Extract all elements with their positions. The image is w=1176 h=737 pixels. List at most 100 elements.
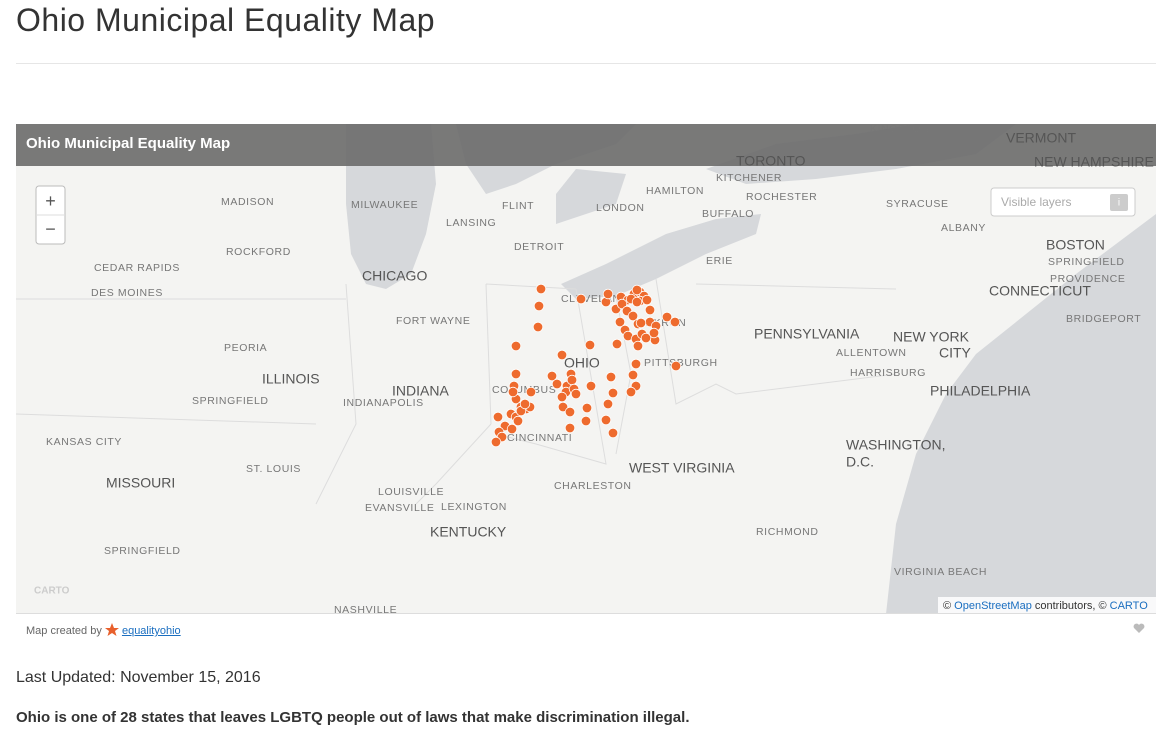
- map-footer-line: [16, 613, 1156, 614]
- place-label: ERIE: [706, 255, 733, 267]
- marker[interactable]: [631, 284, 643, 296]
- place-label: FLINT: [502, 200, 534, 212]
- place-label: RICHMOND: [756, 526, 819, 538]
- place-label: ALBANY: [941, 222, 986, 234]
- marker[interactable]: [627, 369, 639, 381]
- marker[interactable]: [533, 300, 545, 312]
- marker[interactable]: [602, 398, 614, 410]
- place-label: KANSAS CITY: [46, 436, 122, 448]
- marker[interactable]: [490, 436, 502, 448]
- marker[interactable]: [510, 340, 522, 352]
- marker[interactable]: [519, 398, 531, 410]
- place-label: CINCINNATI: [507, 432, 572, 444]
- marker[interactable]: [556, 391, 568, 403]
- marker[interactable]: [630, 358, 642, 370]
- marker[interactable]: [627, 310, 639, 322]
- place-label: WEST VIRGINIA: [629, 460, 735, 476]
- attribution: © OpenStreetMap contributors, © CARTO: [943, 600, 1148, 612]
- marker[interactable]: [640, 332, 652, 344]
- marker[interactable]: [614, 316, 626, 328]
- marker[interactable]: [585, 380, 597, 392]
- marker[interactable]: [546, 370, 558, 382]
- place-label: D.C.: [846, 454, 874, 470]
- marker[interactable]: [616, 298, 628, 310]
- marker[interactable]: [600, 414, 612, 426]
- zoom-in[interactable]: +: [45, 191, 56, 211]
- place-label: MILWAUKEE: [351, 199, 418, 211]
- attribution-carto[interactable]: CARTO: [1110, 600, 1149, 612]
- marker[interactable]: [575, 293, 587, 305]
- ocean: [886, 214, 1156, 614]
- place-label: SPRINGFIELD: [1048, 256, 1125, 268]
- marker[interactable]: [566, 374, 578, 386]
- marker[interactable]: [631, 296, 643, 308]
- marker[interactable]: [507, 386, 519, 398]
- place-label: SPRINGFIELD: [192, 395, 269, 407]
- place-label: ST. LOUIS: [246, 463, 301, 475]
- marker[interactable]: [512, 415, 524, 427]
- marker[interactable]: [535, 283, 547, 295]
- credit-prefix: Map created by: [26, 625, 102, 637]
- marker[interactable]: [510, 368, 522, 380]
- place-label: BOSTON: [1046, 237, 1105, 253]
- place-label: ILLINOIS: [262, 371, 320, 387]
- layers-label[interactable]: Visible layers: [1001, 195, 1071, 209]
- marker[interactable]: [670, 360, 682, 372]
- layers-icon-box: [1110, 194, 1128, 211]
- marker[interactable]: [632, 340, 644, 352]
- marker[interactable]: [602, 288, 614, 300]
- place-label: PROVIDENCE: [1050, 273, 1125, 285]
- place-label: LEXINGTON: [441, 501, 507, 513]
- layers-button[interactable]: [990, 187, 1136, 217]
- marker[interactable]: [644, 304, 656, 316]
- marker[interactable]: [525, 386, 537, 398]
- marker[interactable]: [584, 339, 596, 351]
- place-label: VERMONT: [1006, 130, 1076, 146]
- marker[interactable]: [641, 294, 653, 306]
- marker[interactable]: [564, 406, 576, 418]
- place-label: EVANSVILLE: [365, 502, 434, 514]
- star-icon: [104, 623, 119, 636]
- place-label: OHIO: [564, 355, 600, 371]
- place-label: DETROIT: [514, 241, 564, 253]
- marker[interactable]: [492, 411, 504, 423]
- place-label: HAMILTON: [646, 185, 704, 197]
- marker[interactable]: [607, 387, 619, 399]
- marker[interactable]: [611, 338, 623, 350]
- place-label: CHICAGO: [362, 268, 427, 284]
- marker[interactable]: [607, 427, 619, 439]
- marker[interactable]: [580, 415, 592, 427]
- place-label: MADISON: [221, 196, 274, 208]
- place-label: LONDON: [596, 202, 645, 214]
- marker[interactable]: [581, 402, 593, 414]
- place-label: FORT WAYNE: [396, 315, 470, 327]
- place-label: SPRINGFIELD: [104, 545, 181, 557]
- marker[interactable]: [564, 422, 576, 434]
- marker[interactable]: [570, 388, 582, 400]
- place-label: LANSING: [446, 217, 496, 229]
- credit-user[interactable]: equalityohio: [121, 625, 181, 637]
- attribution-osm[interactable]: OpenStreetMap: [954, 600, 1032, 612]
- place-label: NEW YORK: [893, 329, 970, 345]
- marker[interactable]: [661, 311, 673, 323]
- marker[interactable]: [557, 401, 569, 413]
- marker[interactable]: [605, 371, 617, 383]
- marker[interactable]: [625, 386, 637, 398]
- marker[interactable]: [648, 327, 660, 339]
- zoom-out[interactable]: −: [45, 219, 56, 239]
- marker[interactable]: [635, 317, 647, 329]
- place-label: ROCKFORD: [226, 246, 291, 258]
- zoom-control: + −: [35, 185, 66, 245]
- municipality-markers: [490, 283, 682, 448]
- place-label: HARRISBURG: [850, 367, 926, 379]
- place-label: SYRACUSE: [886, 198, 949, 210]
- map: Ohio Municipal Equality Map KINGSTON VERM…: [16, 124, 1156, 614]
- marker[interactable]: [532, 321, 544, 333]
- marker[interactable]: [669, 316, 681, 328]
- like-icon[interactable]: [1133, 623, 1145, 634]
- place-label: KENTUCKY: [430, 524, 507, 540]
- marker[interactable]: [551, 378, 563, 390]
- marker[interactable]: [506, 423, 518, 435]
- place-labels: KINGSTON VERMONT NEW HAMPSHIRE TORONTO KITCH…: [46, 124, 1154, 614]
- marker[interactable]: [556, 349, 568, 361]
